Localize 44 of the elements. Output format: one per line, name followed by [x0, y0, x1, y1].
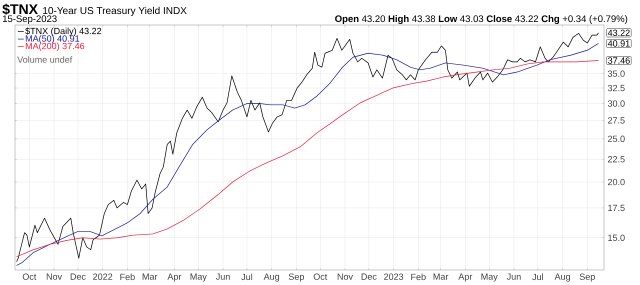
x-tick-label: Sep — [580, 274, 595, 282]
chart-title: $TNX — [2, 4, 38, 16]
annotation: Volume undef — [17, 56, 72, 63]
x-tick-label: Aug — [554, 274, 570, 282]
x-tick-label: Mar — [142, 274, 158, 280]
x-tick-label: May — [190, 274, 207, 282]
y-tick-label: 15.0 — [608, 234, 625, 241]
x-tick-label: Oct — [22, 274, 36, 280]
annotation: 37.46 — [608, 57, 630, 64]
x-tick-label: Nov — [338, 274, 353, 280]
text: 15-Sep-2023 — [2, 15, 57, 24]
x-tick-label: Feb — [120, 274, 135, 280]
y-tick-label: 32.5 — [608, 84, 625, 92]
text: Open 43.20 High 43.38 Low 43.03 Close 43.22 Chg +0.34 (+0.79%) — [335, 15, 628, 24]
x-tick-label: Jun — [216, 274, 230, 280]
y-tick-label: 25.0 — [608, 136, 625, 142]
legend-label: MA(200) 37.46 — [26, 42, 84, 51]
y-tick-label: 22.5 — [608, 156, 625, 162]
x-tick-label: Dec — [362, 274, 377, 280]
x-tick-label: Feb — [411, 274, 426, 280]
x-tick-label: May — [481, 274, 498, 282]
annotation: 40.91 — [608, 40, 630, 47]
y-tick-label: 27.5 — [608, 117, 625, 124]
y-tick-label: 30.0 — [608, 100, 625, 107]
x-tick-label: 2023 — [384, 274, 404, 280]
x-tick-label: Dec — [70, 274, 86, 280]
y-tick-label: 17.5 — [608, 204, 625, 212]
x-tick-label: 2022 — [93, 274, 112, 280]
x-tick-label: Jun — [506, 274, 521, 280]
x-tick-label: Apr — [167, 274, 182, 282]
x-tick-label: Jul — [532, 274, 544, 280]
annotation: 43.22 — [608, 30, 630, 36]
x-tick-label: Nov — [46, 274, 62, 280]
x-tick-label: Jul — [241, 274, 252, 280]
y-tick-label: 35.0 — [608, 70, 625, 77]
x-tick-label: Sep — [288, 274, 304, 282]
legend-label: $TNX (Daily) 43.22 — [25, 27, 102, 36]
legend-label: MA(50) 40.91 — [26, 35, 80, 44]
x-tick-label: Apr — [458, 274, 472, 282]
y-tick-label: 20.0 — [608, 178, 625, 186]
x-tick-label: Aug — [264, 274, 280, 282]
x-tick-label: Oct — [314, 274, 328, 280]
chart-subtitle: 10-Year US Treasury Yield INDX — [43, 6, 187, 16]
x-tick-label: Mar — [434, 274, 448, 280]
